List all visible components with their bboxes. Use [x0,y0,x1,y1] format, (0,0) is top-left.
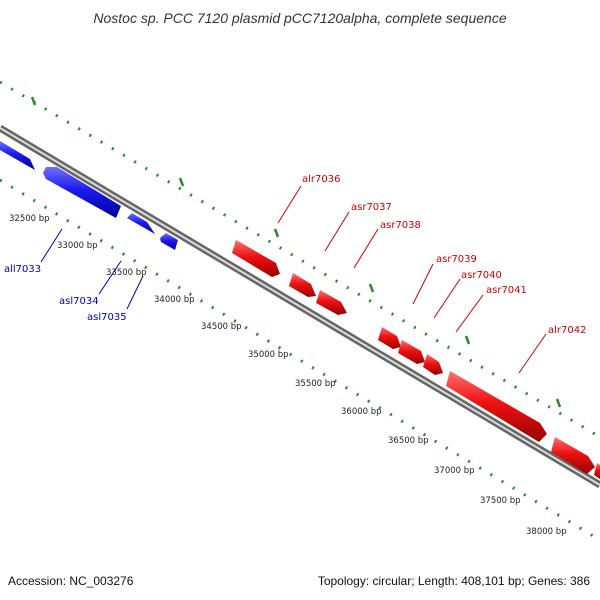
gene-label-asl7035[interactable]: asl7035 [87,312,127,323]
gene-arrow-asl7034[interactable] [127,213,155,234]
gene-arrow-asr7037[interactable] [289,273,316,297]
gene-arrow-all7033[interactable] [43,167,121,218]
accession-text: Accession: NC_003276 [8,574,134,588]
gene-label-asr7038[interactable]: asr7038 [380,220,421,231]
tick-label: 34000 bp [154,295,195,305]
topology-summary: Topology: circular; Length: 408,101 bp; … [318,574,591,588]
tick-label: 32500 bp [9,214,50,224]
gene-arrow-asr7039[interactable] [378,327,401,349]
gene-label-asr7037[interactable]: asr7037 [351,202,392,213]
gene-arrow-asr7038[interactable] [316,290,347,315]
gene-arrow-alr7036[interactable] [232,240,280,277]
gene-label-all7033[interactable]: all7033 [4,264,41,275]
reverse-leader-lines [40,228,144,310]
gene-arrow-all7032[interactable] [0,141,35,170]
outer-major-ticks [30,96,562,408]
gene-arrow-asl7035[interactable] [160,233,178,250]
tick-label: 37000 bp [434,466,475,476]
tick-label: 37500 bp [480,496,521,506]
tick-label: 35000 bp [248,350,289,360]
tick-label: 34500 bp [201,322,242,332]
gene-label-alr7036[interactable]: alr7036 [302,174,340,185]
tick-label: 35500 bp [295,379,336,389]
tick-label: 36500 bp [388,436,429,446]
gene-label-asr7041[interactable]: asr7041 [486,285,527,296]
forward-leader-lines [277,185,547,374]
gene-arrow-alr7043[interactable] [551,437,595,474]
gene-label-asr7039[interactable]: asr7039 [436,254,477,265]
gene-label-asr7040[interactable]: asr7040 [461,270,502,281]
tick-label: 33000 bp [57,241,98,251]
tick-label: 38000 bp [526,527,567,537]
tick-label: 33500 bp [106,268,147,278]
reverse-strand-genes [0,141,178,250]
gene-label-alr7042[interactable]: alr7042 [548,325,586,336]
tick-label: 36000 bp [341,407,382,417]
forward-strand-genes [232,240,600,479]
gene-arrow-asr7041[interactable] [423,354,443,375]
gene-label-asl7034[interactable]: asl7034 [59,296,99,307]
inner-tick-ring [0,178,600,542]
gene-arrow-asr7040[interactable] [398,340,425,364]
gene-arrow-next[interactable] [594,463,600,479]
map-title: Nostoc sp. PCC 7120 plasmid pCC7120alpha… [93,10,506,26]
gene-arrow-alr7042[interactable] [446,371,547,442]
backbone-highlight [0,127,600,486]
